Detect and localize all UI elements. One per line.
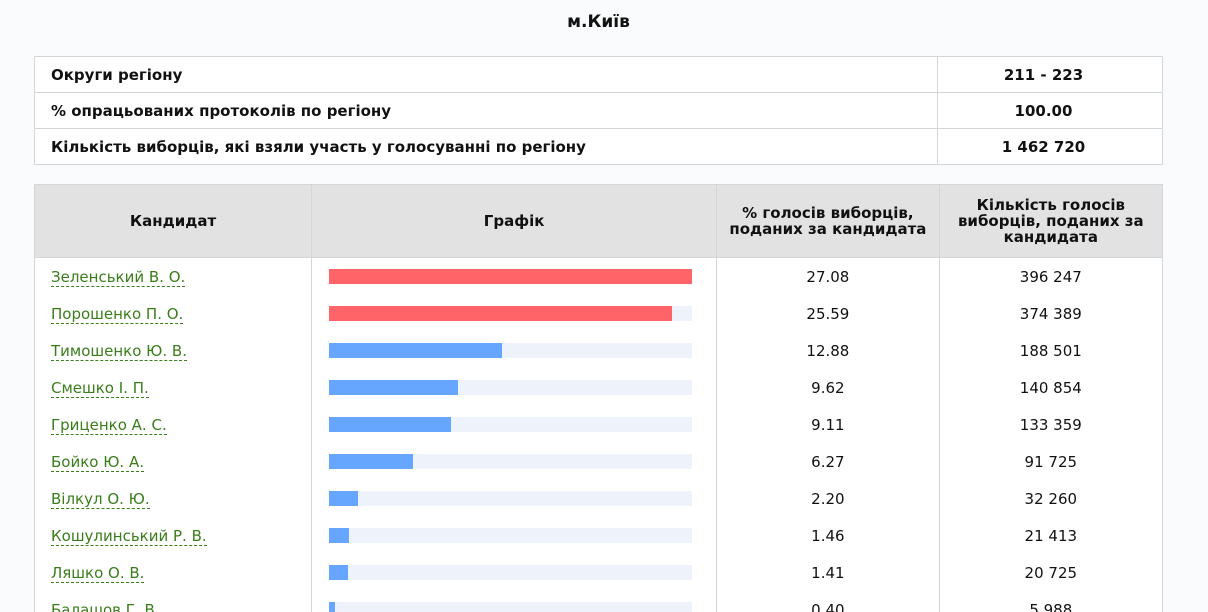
candidate-link[interactable]: Балашов Г. В. [51, 600, 160, 612]
vote-bar-track [329, 306, 693, 321]
vote-bar [329, 380, 458, 395]
results-body: Зеленський В. О. 27.08 396 247 Порошенко П.… [33, 257, 1164, 612]
candidate-link[interactable]: Кошулинський Р. В. [51, 526, 207, 546]
vote-bar [329, 565, 348, 580]
summary-value: 211 - 223 [937, 56, 1163, 93]
graph-cell [311, 332, 718, 369]
table-row: Гриценко А. С. 9.11 133 359 [33, 406, 1164, 443]
candidate-cell: Зеленський В. О. [33, 257, 313, 295]
vote-bar [329, 343, 502, 358]
graph-cell [311, 554, 718, 591]
count-cell: 133 359 [938, 406, 1164, 443]
candidate-link[interactable]: Порошенко П. О. [51, 304, 184, 324]
table-row: Балашов Г. В. 0.40 5 988 [33, 591, 1164, 612]
candidate-link[interactable]: Гриценко А. С. [51, 415, 167, 435]
table-row: Зеленський В. О. 27.08 396 247 [33, 257, 1164, 295]
graph-cell [311, 443, 718, 480]
candidate-link[interactable]: Зеленський В. О. [51, 267, 186, 287]
vote-bar-track [329, 343, 693, 358]
table-row: Тимошенко Ю. В. 12.88 188 501 [33, 332, 1164, 369]
vote-bar [329, 491, 359, 506]
percent-cell: 2.20 [716, 480, 940, 517]
vote-bar [329, 454, 414, 469]
summary-row: Кількість виборців, які взяли участь у г… [34, 128, 1163, 165]
candidate-link[interactable]: Вілкул О. Ю. [51, 489, 150, 509]
count-cell: 396 247 [938, 257, 1164, 295]
count-cell: 5 988 [938, 591, 1164, 612]
summary-label: Кількість виборців, які взяли участь у г… [34, 128, 938, 165]
table-row: Смешко І. П. 9.62 140 854 [33, 369, 1164, 406]
count-cell: 188 501 [938, 332, 1164, 369]
percent-cell: 6.27 [716, 443, 940, 480]
candidate-cell: Бойко Ю. А. [33, 443, 313, 480]
vote-bar-track [329, 380, 693, 395]
table-row: Кошулинський Р. В. 1.46 21 413 [33, 517, 1164, 554]
vote-bar-track [329, 417, 693, 432]
count-cell: 140 854 [938, 369, 1164, 406]
vote-bar-track [329, 528, 693, 543]
candidate-cell: Ляшко О. В. [33, 554, 313, 591]
candidate-cell: Смешко І. П. [33, 369, 313, 406]
candidate-link[interactable]: Смешко І. П. [51, 378, 149, 398]
percent-cell: 9.11 [716, 406, 940, 443]
percent-cell: 9.62 [716, 369, 940, 406]
graph-cell [311, 369, 718, 406]
percent-cell: 1.41 [716, 554, 940, 591]
count-cell: 20 725 [938, 554, 1164, 591]
header-count: Кількість голосів виборців, поданих за к… [938, 184, 1164, 258]
vote-bar [329, 417, 452, 432]
header-candidate: Кандидат [33, 184, 313, 258]
summary-value: 1 462 720 [937, 128, 1163, 165]
candidate-results-table: Кандидат Графік % голосів виборців, пода… [33, 184, 1164, 612]
summary-value: 100.00 [937, 92, 1163, 129]
graph-cell [311, 517, 718, 554]
candidate-cell: Гриценко А. С. [33, 406, 313, 443]
candidate-cell: Тимошенко Ю. В. [33, 332, 313, 369]
vote-bar [329, 602, 335, 612]
table-row: Вілкул О. Ю. 2.20 32 260 [33, 480, 1164, 517]
count-cell: 91 725 [938, 443, 1164, 480]
table-row: Ляшко О. В. 1.41 20 725 [33, 554, 1164, 591]
candidate-cell: Балашов Г. В. [33, 591, 313, 612]
vote-bar-track [329, 269, 693, 284]
graph-cell [311, 406, 718, 443]
vote-bar-track [329, 454, 693, 469]
candidate-link[interactable]: Ляшко О. В. [51, 563, 145, 583]
count-cell: 21 413 [938, 517, 1164, 554]
region-summary-table: Округи регіону 211 - 223 % опрацьованих … [34, 56, 1163, 165]
table-row: Бойко Ю. А. 6.27 91 725 [33, 443, 1164, 480]
header-percent: % голосів виборців, поданих за кандидата [716, 184, 940, 258]
table-header-row: Кандидат Графік % голосів виборців, пода… [33, 184, 1164, 258]
candidate-cell: Кошулинський Р. В. [33, 517, 313, 554]
summary-label: Округи регіону [34, 56, 938, 93]
summary-label: % опрацьованих протоколів по регіону [34, 92, 938, 129]
count-cell: 374 389 [938, 295, 1164, 332]
vote-bar-track [329, 602, 693, 612]
percent-cell: 12.88 [716, 332, 940, 369]
table-row: Порошенко П. О. 25.59 374 389 [33, 295, 1164, 332]
graph-cell [311, 295, 718, 332]
graph-cell [311, 591, 718, 612]
graph-cell [311, 480, 718, 517]
percent-cell: 27.08 [716, 257, 940, 295]
candidate-link[interactable]: Бойко Ю. А. [51, 452, 144, 472]
graph-cell [311, 257, 718, 295]
vote-bar [329, 306, 673, 321]
summary-row: % опрацьованих протоколів по регіону 100… [34, 92, 1163, 129]
candidate-cell: Вілкул О. Ю. [33, 480, 313, 517]
percent-cell: 25.59 [716, 295, 940, 332]
page-title: м.Київ [567, 12, 630, 32]
candidate-cell: Порошенко П. О. [33, 295, 313, 332]
percent-cell: 0.40 [716, 591, 940, 612]
header-graph: Графік [311, 184, 718, 258]
percent-cell: 1.46 [716, 517, 940, 554]
vote-bar [329, 269, 693, 284]
candidate-link[interactable]: Тимошенко Ю. В. [51, 341, 187, 361]
summary-row: Округи регіону 211 - 223 [34, 56, 1163, 93]
vote-bar-track [329, 565, 693, 580]
count-cell: 32 260 [938, 480, 1164, 517]
vote-bar [329, 528, 349, 543]
vote-bar-track [329, 491, 693, 506]
